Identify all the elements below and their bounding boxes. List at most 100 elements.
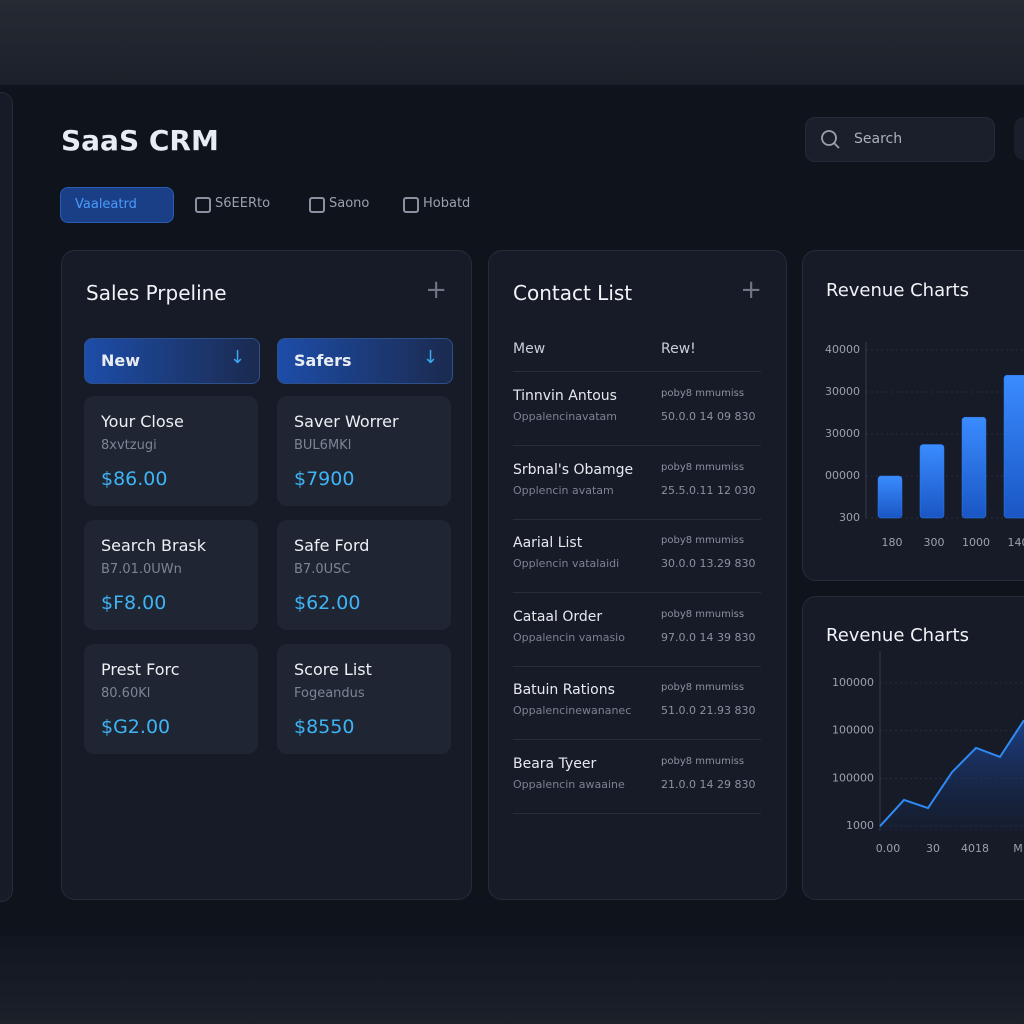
- contact-code: 21.0.0 14 29 830: [661, 777, 756, 791]
- top-bar: [0, 0, 1024, 85]
- y-tick-label: 00000: [825, 469, 860, 482]
- tab[interactable]: Vaaleatrd: [60, 187, 174, 223]
- deal-name: Your Close: [101, 412, 184, 431]
- deal-card[interactable]: Safe Ford B7.0USC $62.00: [277, 520, 451, 630]
- deal-name: Saver Worrer: [294, 412, 399, 431]
- contact-code: 30.0.0 13.29 830: [661, 557, 756, 570]
- panel-title: Revenue Charts: [826, 280, 969, 301]
- contact-sub: Opplencin vatalaidi: [513, 557, 620, 570]
- tab-label: Hobatd: [423, 196, 471, 211]
- contact-name: Cataal Order: [513, 608, 603, 625]
- deal-amount: $7900: [294, 468, 355, 490]
- add-button[interactable]: +: [425, 275, 447, 305]
- area: [880, 720, 1024, 831]
- deal-amount: $86.00: [101, 468, 168, 490]
- y-tick-label: 300: [839, 511, 860, 524]
- deal-amount: $F8.00: [101, 592, 167, 614]
- contact-row[interactable]: Batuin Rations Oppalencinewananec poby8 mm…: [513, 666, 761, 740]
- tab-icon: [403, 197, 419, 213]
- deal-name: Safe Ford: [294, 536, 370, 555]
- deal-amount: $G2.00: [101, 716, 171, 738]
- bar: [877, 475, 903, 519]
- column-name: New: [101, 351, 141, 370]
- contact-meta: poby8 mmumiss: [661, 682, 745, 693]
- tab-label: Saono: [329, 196, 370, 211]
- column-header: Rew!: [661, 341, 696, 357]
- contact-meta: poby8 mmumiss: [661, 535, 745, 546]
- contact-code: 97.0.0 14 39 830: [661, 630, 756, 644]
- panel-title: Contact List: [513, 281, 633, 305]
- x-tick-label: 300: [924, 536, 945, 549]
- deal-amount: $62.00: [294, 592, 361, 614]
- deal-card[interactable]: Saver Worrer BUL6MKl $7900: [277, 396, 451, 506]
- search-icon: [821, 130, 840, 149]
- y-tick-label: 100000: [832, 724, 874, 737]
- x-tick-label: 1000: [962, 536, 990, 549]
- x-tick-label: 4018: [961, 842, 989, 855]
- contact-meta: poby8 mmumiss: [661, 388, 745, 399]
- contact-sub: Oppalencin vamasio: [513, 630, 625, 644]
- column-name: Safers: [294, 351, 352, 370]
- y-tick-label: 100000: [832, 771, 874, 784]
- line: [879, 719, 1024, 827]
- contact-sub: Oppalencinavatam: [513, 410, 617, 423]
- contact-name: Tinnvin Antous: [513, 388, 617, 404]
- x-tick-label: 140: [1008, 536, 1024, 549]
- deal-card[interactable]: Your Close 8xvtzugi $86.00: [84, 396, 258, 506]
- contact-row[interactable]: Cataal Order Oppalencin vamasio poby8 mmum…: [513, 593, 761, 667]
- x-tick-label: 30: [926, 842, 940, 855]
- profile-button[interactable]: [1014, 117, 1024, 160]
- column-header: Mew: [513, 341, 546, 357]
- bar: [961, 416, 987, 519]
- y-tick-label: 30000: [825, 385, 860, 398]
- deal-name: Score List: [294, 660, 372, 679]
- bar-chart-panel: Revenue Charts: [802, 250, 1024, 581]
- deal-card[interactable]: Prest Forc 80.60Kl $G2.00: [84, 644, 258, 754]
- search-placeholder: Search: [854, 131, 903, 147]
- column-header[interactable]: New ↓: [84, 338, 260, 384]
- contact-code: 51.0.0 21.93 830: [661, 704, 756, 717]
- divider: [513, 371, 761, 372]
- tab-icon: [309, 197, 325, 213]
- y-tick-label: 40000: [825, 343, 860, 356]
- sort-icon: ↓: [422, 347, 438, 368]
- contact-name: Aarial List: [513, 535, 583, 551]
- y-tick-label: 30000: [825, 427, 860, 440]
- contact-row[interactable]: Beara Tyeer Oppalencin awaaine poby8 mmumi…: [513, 740, 761, 814]
- contact-meta: poby8 mmumiss: [661, 461, 745, 473]
- deal-sub: B7.01.0UWn: [101, 562, 182, 577]
- contact-row[interactable]: Tinnvin Antous Oppalencinavatam poby8 mmum…: [513, 372, 761, 446]
- deal-name: Prest Forc: [101, 660, 180, 679]
- tab-label: S6EERto: [215, 196, 271, 211]
- contact-meta: poby8 mmumiss: [661, 755, 745, 767]
- bottom-shade: [0, 935, 1024, 1024]
- contact-sub: Oppalencinewananec: [513, 704, 632, 717]
- search-box[interactable]: Search: [805, 117, 995, 162]
- contact-name: Beara Tyeer: [513, 755, 597, 772]
- contact-meta: poby8 mmumiss: [661, 608, 745, 620]
- bar: [919, 444, 945, 519]
- deal-sub: B7.0USC: [294, 562, 351, 577]
- contact-row[interactable]: Srbnal's Obamge Opplencin avatam poby8 mmu…: [513, 446, 761, 520]
- x-tick-label: 180: [882, 536, 903, 549]
- contact-code: 25.5.0.11 12 030: [661, 483, 756, 497]
- deal-sub: 8xvtzugi: [101, 438, 157, 453]
- deal-sub: 80.60Kl: [101, 686, 151, 701]
- deal-card[interactable]: Search Brask B7.01.0UWn $F8.00: [84, 520, 258, 630]
- deal-name: Search Brask: [101, 536, 207, 555]
- bar: [1003, 374, 1024, 519]
- deal-card[interactable]: Score List Fogeandus $8550: [277, 644, 451, 754]
- panel-title: Sales Prpeline: [86, 281, 227, 305]
- contact-name: Srbnal's Obamge: [513, 461, 634, 478]
- x-tick-label: 0.00: [876, 842, 901, 855]
- add-button[interactable]: +: [740, 275, 762, 305]
- deal-amount: $8550: [294, 716, 355, 738]
- column-header[interactable]: Safers ↓: [277, 338, 453, 384]
- deal-sub: Fogeandus: [294, 686, 365, 701]
- y-tick-label: 1000: [846, 819, 874, 832]
- contact-row[interactable]: Aarial List Opplencin vatalaidi poby8 mmum…: [513, 519, 761, 593]
- line-chart-panel: Revenue Charts: [802, 596, 1024, 900]
- contact-code: 50.0.0 14 09 830: [661, 410, 756, 423]
